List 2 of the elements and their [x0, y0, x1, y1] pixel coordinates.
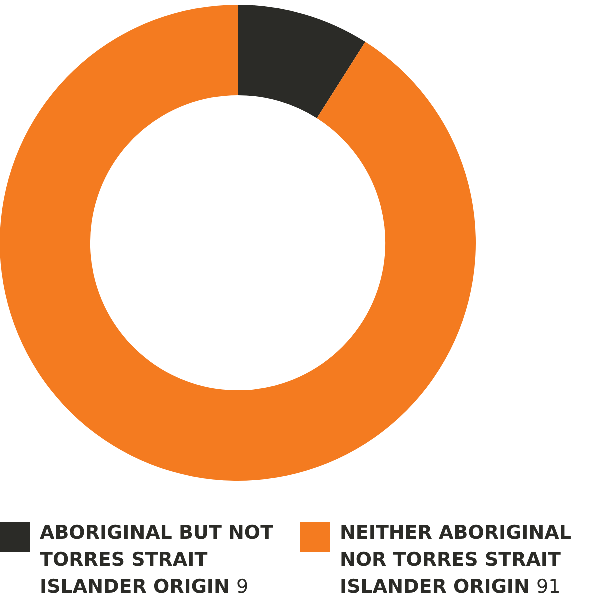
data-label: 91 [536, 576, 561, 598]
data-label: 9 [236, 576, 249, 598]
